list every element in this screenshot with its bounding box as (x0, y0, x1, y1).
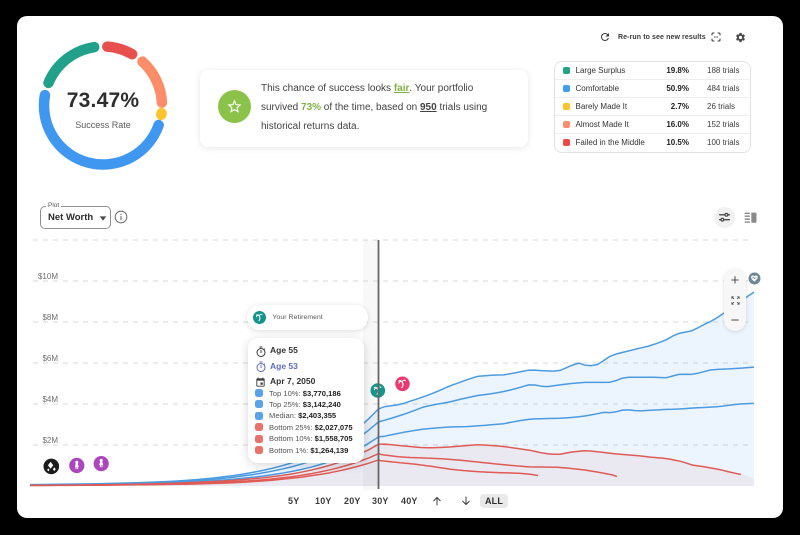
svg-text:$8M: $8M (42, 313, 58, 322)
svg-text:$6M: $6M (42, 354, 58, 363)
svg-text:$10M: $10M (38, 272, 58, 281)
svg-text:$4M: $4M (42, 395, 58, 404)
svg-text:$2M: $2M (42, 436, 58, 445)
